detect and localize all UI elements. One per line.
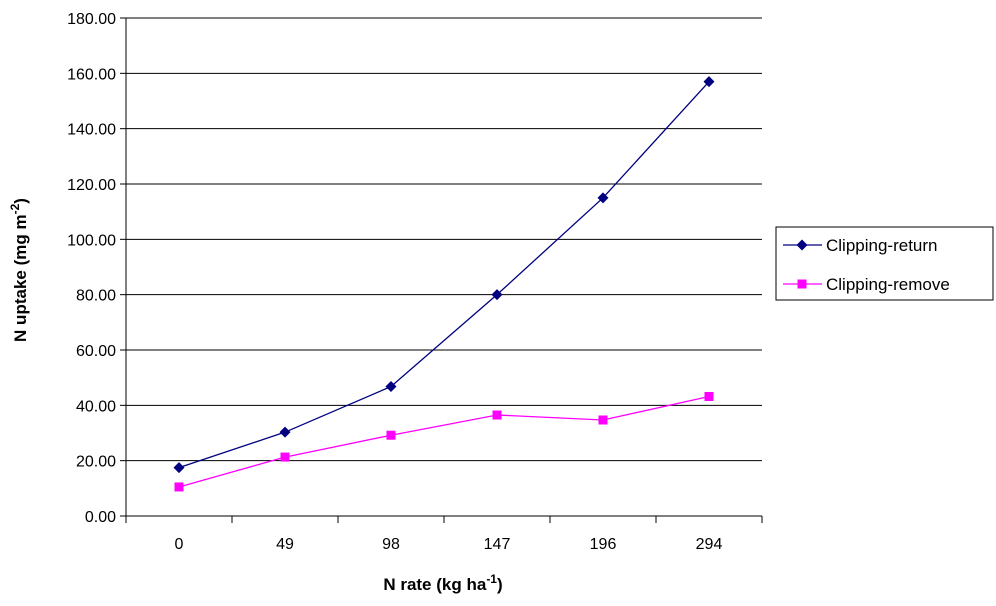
data-point-clipping-return xyxy=(173,462,185,474)
y-tick-label: 20.00 xyxy=(76,454,116,471)
x-axis-title: N rate (kg ha-1) xyxy=(383,572,502,594)
legend-marker-diamond xyxy=(796,239,808,251)
y-tick-label: 0.00 xyxy=(85,509,116,526)
data-point-clipping-return xyxy=(279,426,291,438)
y-axis-title: N uptake (mg m-2) xyxy=(8,198,30,342)
data-point-clipping-remove xyxy=(492,410,502,420)
y-ticks: 0.00 20.00 40.00 60.00 80.00 100.00 120.00 140.… xyxy=(67,11,126,526)
data-point-clipping-return xyxy=(491,289,503,301)
legend-label-clipping-return: Clipping-return xyxy=(826,236,938,255)
data-point-clipping-remove xyxy=(598,415,608,425)
x-tick-label: 294 xyxy=(696,536,723,553)
x-tick-label: 147 xyxy=(484,536,511,553)
y-tick-label: 40.00 xyxy=(76,398,116,415)
data-point-clipping-return xyxy=(385,381,397,393)
x-tick-label: 0 xyxy=(175,536,184,553)
x-tick-label: 49 xyxy=(276,536,294,553)
data-point-clipping-remove xyxy=(704,391,714,401)
data-point-clipping-remove xyxy=(280,452,290,462)
data-point-clipping-return xyxy=(703,76,715,88)
series-clipping-remove xyxy=(174,391,714,492)
data-point-clipping-return xyxy=(597,192,609,204)
series-line-clipping-return xyxy=(178,81,710,469)
legend-entry-clipping-remove: Clipping-remove xyxy=(783,275,950,294)
y-tick-label: 160.00 xyxy=(67,66,116,83)
x-ticks: 0 49 98 147 196 294 xyxy=(125,516,763,553)
data-point-clipping-remove xyxy=(386,430,396,440)
x-tick-label: 196 xyxy=(590,536,617,553)
legend-marker-square xyxy=(797,279,807,289)
axes xyxy=(125,18,762,517)
legend-label-clipping-remove: Clipping-remove xyxy=(826,275,950,294)
legend: Clipping-return Clipping-remove xyxy=(775,226,994,301)
gridlines xyxy=(126,17,762,462)
y-tick-label: 80.00 xyxy=(76,288,116,305)
series-line-clipping-remove xyxy=(178,395,710,488)
series-clipping-return xyxy=(173,76,715,474)
y-tick-label: 100.00 xyxy=(67,232,116,249)
y-tick-label: 180.00 xyxy=(67,11,116,28)
legend-entry-clipping-return: Clipping-return xyxy=(783,236,938,255)
series-layer xyxy=(173,76,715,492)
data-point-clipping-remove xyxy=(174,482,184,492)
legend-box xyxy=(775,226,994,301)
x-tick-label: 98 xyxy=(382,536,400,553)
y-tick-label: 60.00 xyxy=(76,343,116,360)
y-tick-label: 120.00 xyxy=(67,177,116,194)
y-tick-label: 140.00 xyxy=(67,122,116,139)
